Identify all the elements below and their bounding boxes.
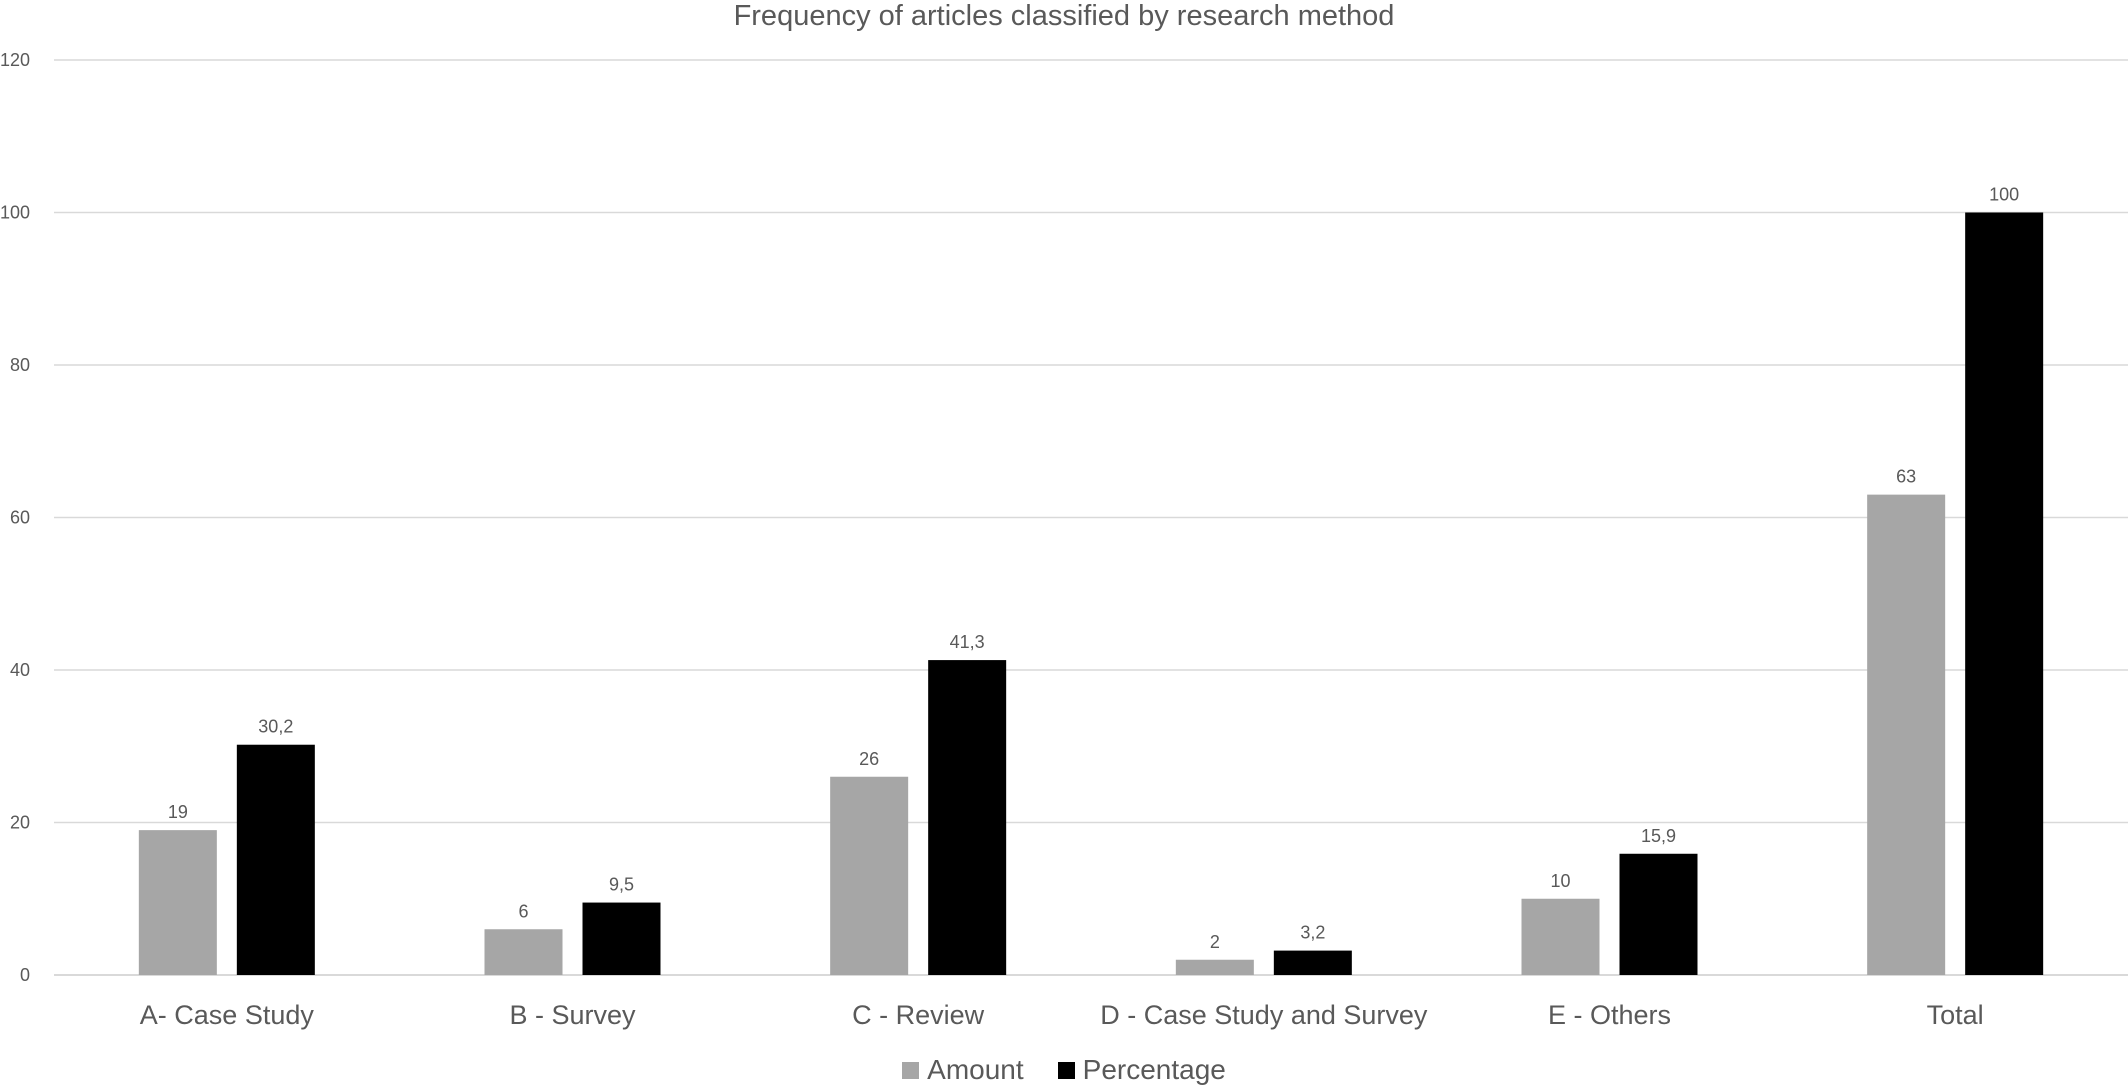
gridlines [54,59,2128,976]
data-label-amount: 10 [1550,871,1570,891]
data-label-amount: 2 [1210,932,1220,952]
x-tick-label: D - Case Study and Survey [1100,1000,1428,1030]
y-tick-label: 60 [10,508,30,528]
bar-percentage [1273,950,1352,975]
bar-amount [1521,898,1600,975]
data-label-amount: 6 [518,901,528,921]
bars [138,212,2044,975]
y-tick-label: 40 [10,660,30,680]
legend-swatch-amount [902,1061,920,1079]
data-label-percentage: 15,9 [1641,826,1676,846]
y-axis-ticks: 0 20 40 60 80 100 120 [0,50,30,985]
bar-percentage [1619,853,1698,975]
legend-item-amount[interactable]: Amount [902,1054,1024,1086]
x-tick-label: Total [1927,1000,1984,1030]
data-label-amount: 26 [859,749,879,769]
data-label-percentage: 30,2 [258,717,293,737]
bar-percentage [928,660,1007,975]
data-label-percentage: 41,3 [950,632,985,652]
y-tick-label: 100 [0,203,30,223]
x-axis-ticks: A- Case Study B - Survey C - Review D - Cas… [140,1000,1984,1030]
x-tick-label: C - Review [852,1000,985,1030]
bar-amount [1175,959,1254,975]
data-label-percentage: 3,2 [1300,923,1325,943]
y-tick-label: 20 [10,813,30,833]
legend-item-percentage[interactable]: Percentage [1057,1054,1226,1086]
bar-amount [1867,494,1946,975]
data-label-amount: 63 [1896,467,1916,487]
data-labels: 19 30,2 6 9,5 26 41,3 2 3,2 10 15,9 63 100 [168,185,2019,952]
y-tick-label: 80 [10,355,30,375]
bar-amount [484,929,563,975]
legend-label-amount: Amount [927,1054,1024,1085]
bar-percentage [1965,212,2044,975]
x-tick-label: E - Others [1548,1000,1671,1030]
legend: Amount Percentage [0,1054,2128,1086]
data-label-amount: 19 [168,802,188,822]
legend-label-percentage: Percentage [1082,1054,1226,1085]
bar-percentage [582,902,661,975]
x-tick-label: A- Case Study [140,1000,315,1030]
y-tick-label: 120 [0,50,30,70]
bar-amount [830,776,909,975]
chart-title: Frequency of articles classified by rese… [733,0,1395,32]
bar-amount [138,830,217,975]
x-tick-label: B - Survey [509,1000,636,1030]
bar-percentage [236,744,315,975]
data-label-percentage: 9,5 [609,875,634,895]
data-label-percentage: 100 [1989,185,2019,205]
legend-swatch-percentage [1057,1061,1075,1079]
y-tick-label: 0 [20,965,30,985]
